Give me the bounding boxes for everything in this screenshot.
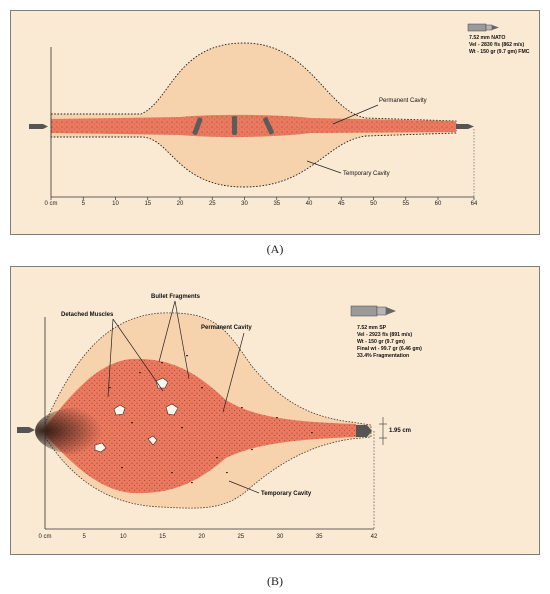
cartridge-icon-a <box>467 23 499 32</box>
axis-tick-a-11: 55 <box>402 201 410 207</box>
axis-tick-a-6: 30 <box>241 201 248 207</box>
label-detached-muscles: Detached Muscles <box>61 312 114 318</box>
axis-tick-b-7: 35 <box>315 534 323 540</box>
bullet-yaw-3 <box>263 117 274 135</box>
label-diameter: 1.95 cm <box>389 428 412 434</box>
caption-a: (A) <box>266 242 284 256</box>
label-permanent-cavity-a: Permanent Cavity <box>379 98 427 104</box>
dense-zone <box>35 407 131 455</box>
wound-profile-a <box>29 23 499 200</box>
axis-tick-a-12: 60 <box>434 201 442 207</box>
spec-b-1: Vel - 2923 f/s (891 m/s) <box>357 332 413 338</box>
axis-tick-a-9: 45 <box>337 201 345 207</box>
detached-muscle-5 <box>147 435 158 446</box>
axis-tick-b-0: 0 cm <box>38 534 52 540</box>
label-temporary-cavity-a: Temporary Cavity <box>343 171 390 177</box>
bullet-exit-b <box>356 425 372 437</box>
label-temporary-cavity-b: Temporary Cavity <box>261 491 312 497</box>
bullet-yaw-1 <box>192 117 203 135</box>
axis-tick-b-5: 25 <box>237 534 245 540</box>
axis-tick-a-7: 35 <box>273 201 281 207</box>
axis-tick-b-6: 30 <box>276 534 284 540</box>
axis-tick-a-2: 10 <box>112 201 119 207</box>
spec-a-1: Vel - 2830 f/s (862 m/s) <box>469 42 525 48</box>
axis-tick-b-4: 20 <box>198 534 206 540</box>
axis-tick-a-3: 15 <box>144 201 152 207</box>
axis-tick-a-0: 0 cm <box>44 201 58 207</box>
detached-muscle-1 <box>113 404 126 416</box>
permanent-cavity-a <box>51 114 456 138</box>
wound-profile-b <box>17 300 396 530</box>
specs-b: 7.52 mm SP Vel - 2923 f/s (891 m/s) Wt -… <box>357 325 422 360</box>
label-permanent-cavity-b: Permanent Cavity <box>201 325 252 331</box>
panel-b: 7.52 mm SP Vel - 2923 f/s (891 m/s) Wt -… <box>10 266 540 555</box>
axis-tick-a-10: 50 <box>370 201 377 207</box>
axis-tick-b-8: 42 <box>370 534 378 540</box>
specs-a: 7.52 mm NATO Vel - 2830 f/s (862 m/s) Wt… <box>469 35 530 56</box>
axis-tick-a-13: 64 <box>470 201 478 207</box>
bullet-fragment-specks <box>109 355 313 484</box>
caption-b: (B) <box>267 574 283 588</box>
bullet-entry-b <box>17 427 35 433</box>
axis-tick-b-2: 10 <box>119 534 127 540</box>
axis-tick-a-1: 5 <box>81 201 85 207</box>
detached-muscle-4 <box>94 442 107 453</box>
label-bullet-fragments: Bullet Fragments <box>151 294 201 300</box>
cartridge-icon-b <box>350 305 396 317</box>
bullet-exit-a <box>456 124 474 129</box>
bullet-yaw-2 <box>232 116 237 135</box>
permanent-cavity-b <box>45 358 356 494</box>
axis-tick-a-8: 40 <box>305 201 313 207</box>
axis-tick-b-1: 5 <box>82 534 86 540</box>
spec-b-2: Wt - 150 gr (9.7 gm) <box>357 339 405 345</box>
spec-b-3: Final wt - 99.7 gr (6.46 gm) <box>357 346 422 352</box>
axis-tick-a-4: 20 <box>176 201 184 207</box>
axis-tick-a-5: 25 <box>208 201 216 207</box>
spec-a-2: Wt - 150 gr (9.7 gm) FMC <box>469 49 530 55</box>
bullet-entry-a <box>29 124 48 129</box>
spec-b-0: 7.52 mm SP <box>357 325 387 331</box>
panel-a: 7.52 mm NATO Vel - 2830 f/s (862 m/s) Wt… <box>10 10 540 235</box>
axis-tick-b-3: 15 <box>159 534 166 540</box>
spec-a-0: 7.52 mm NATO <box>469 35 506 41</box>
detached-muscle-3 <box>165 403 179 416</box>
spec-b-4: 33.4% Fragmentation <box>357 353 410 359</box>
